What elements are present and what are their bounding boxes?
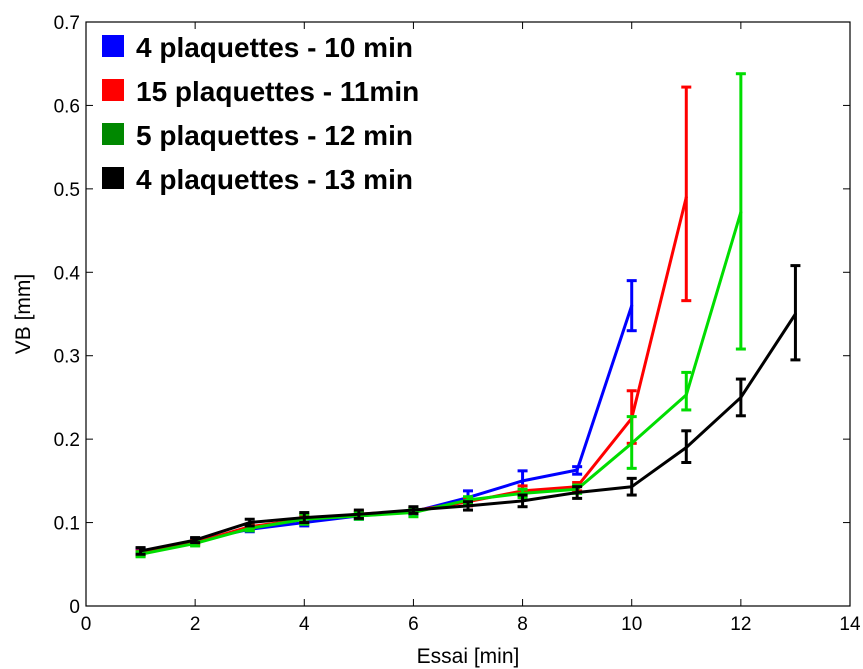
x-tick-label: 14	[839, 614, 861, 635]
data-point	[630, 485, 634, 489]
data-point	[575, 468, 579, 472]
data-point	[193, 538, 197, 542]
data-point	[739, 395, 743, 399]
data-point	[575, 491, 579, 495]
y-tick-label: 0.1	[54, 514, 80, 535]
y-tick-label: 0.6	[54, 96, 80, 117]
data-point	[630, 304, 634, 308]
y-tick-label: 0.2	[54, 430, 80, 451]
x-tick-label: 6	[408, 614, 419, 635]
legend-label: 4 plaquettes - 10 min	[136, 32, 413, 63]
data-point	[793, 312, 797, 316]
data-point	[630, 441, 634, 445]
data-point	[248, 526, 252, 530]
y-tick-label: 0	[69, 597, 80, 618]
data-point	[302, 516, 306, 520]
x-tick-label: 4	[299, 614, 310, 635]
x-tick-label: 2	[190, 614, 201, 635]
y-tick-label: 0.4	[54, 263, 81, 284]
legend: 4 plaquettes - 10 min 15 plaquettes - 11m…	[102, 32, 419, 195]
legend-label: 5 plaquettes - 12 min	[136, 120, 413, 151]
data-point	[684, 393, 688, 397]
series-line	[140, 211, 743, 556]
series-4	[135, 264, 801, 556]
data-point	[139, 549, 143, 553]
x-axis-label: Essai [min]	[417, 645, 520, 668]
data-point	[739, 210, 743, 214]
data-point	[521, 479, 525, 483]
y-axis-label: VB [mm]	[12, 274, 35, 355]
data-point	[357, 512, 361, 516]
x-tick-label: 8	[517, 614, 528, 635]
x-tick-label: 12	[730, 614, 751, 635]
y-axis-ticks: 0 0.1 0.2 0.3 0.4 0.5 0.6 0.7	[54, 13, 850, 618]
legend-label: 4 plaquettes - 13 min	[136, 164, 413, 195]
legend-swatch	[102, 167, 124, 189]
legend-label: 15 plaquettes - 11min	[136, 76, 419, 107]
series-layer	[135, 72, 801, 559]
data-point	[411, 508, 415, 512]
legend-swatch	[102, 35, 124, 57]
data-point	[248, 521, 252, 525]
plot-area	[85, 21, 851, 607]
legend-swatch	[102, 79, 124, 101]
data-point	[684, 195, 688, 199]
x-axis-ticks: 0 2 4 6 8 10 12 14	[81, 22, 861, 635]
y-tick-label: 0.7	[54, 13, 80, 34]
x-tick-label: 10	[621, 614, 642, 635]
data-point	[521, 499, 525, 503]
y-tick-label: 0.5	[54, 180, 80, 201]
legend-swatch	[102, 123, 124, 145]
y-tick-label: 0.3	[54, 347, 80, 368]
x-tick-label: 0	[81, 614, 92, 635]
data-point	[466, 504, 470, 508]
data-point	[684, 445, 688, 449]
